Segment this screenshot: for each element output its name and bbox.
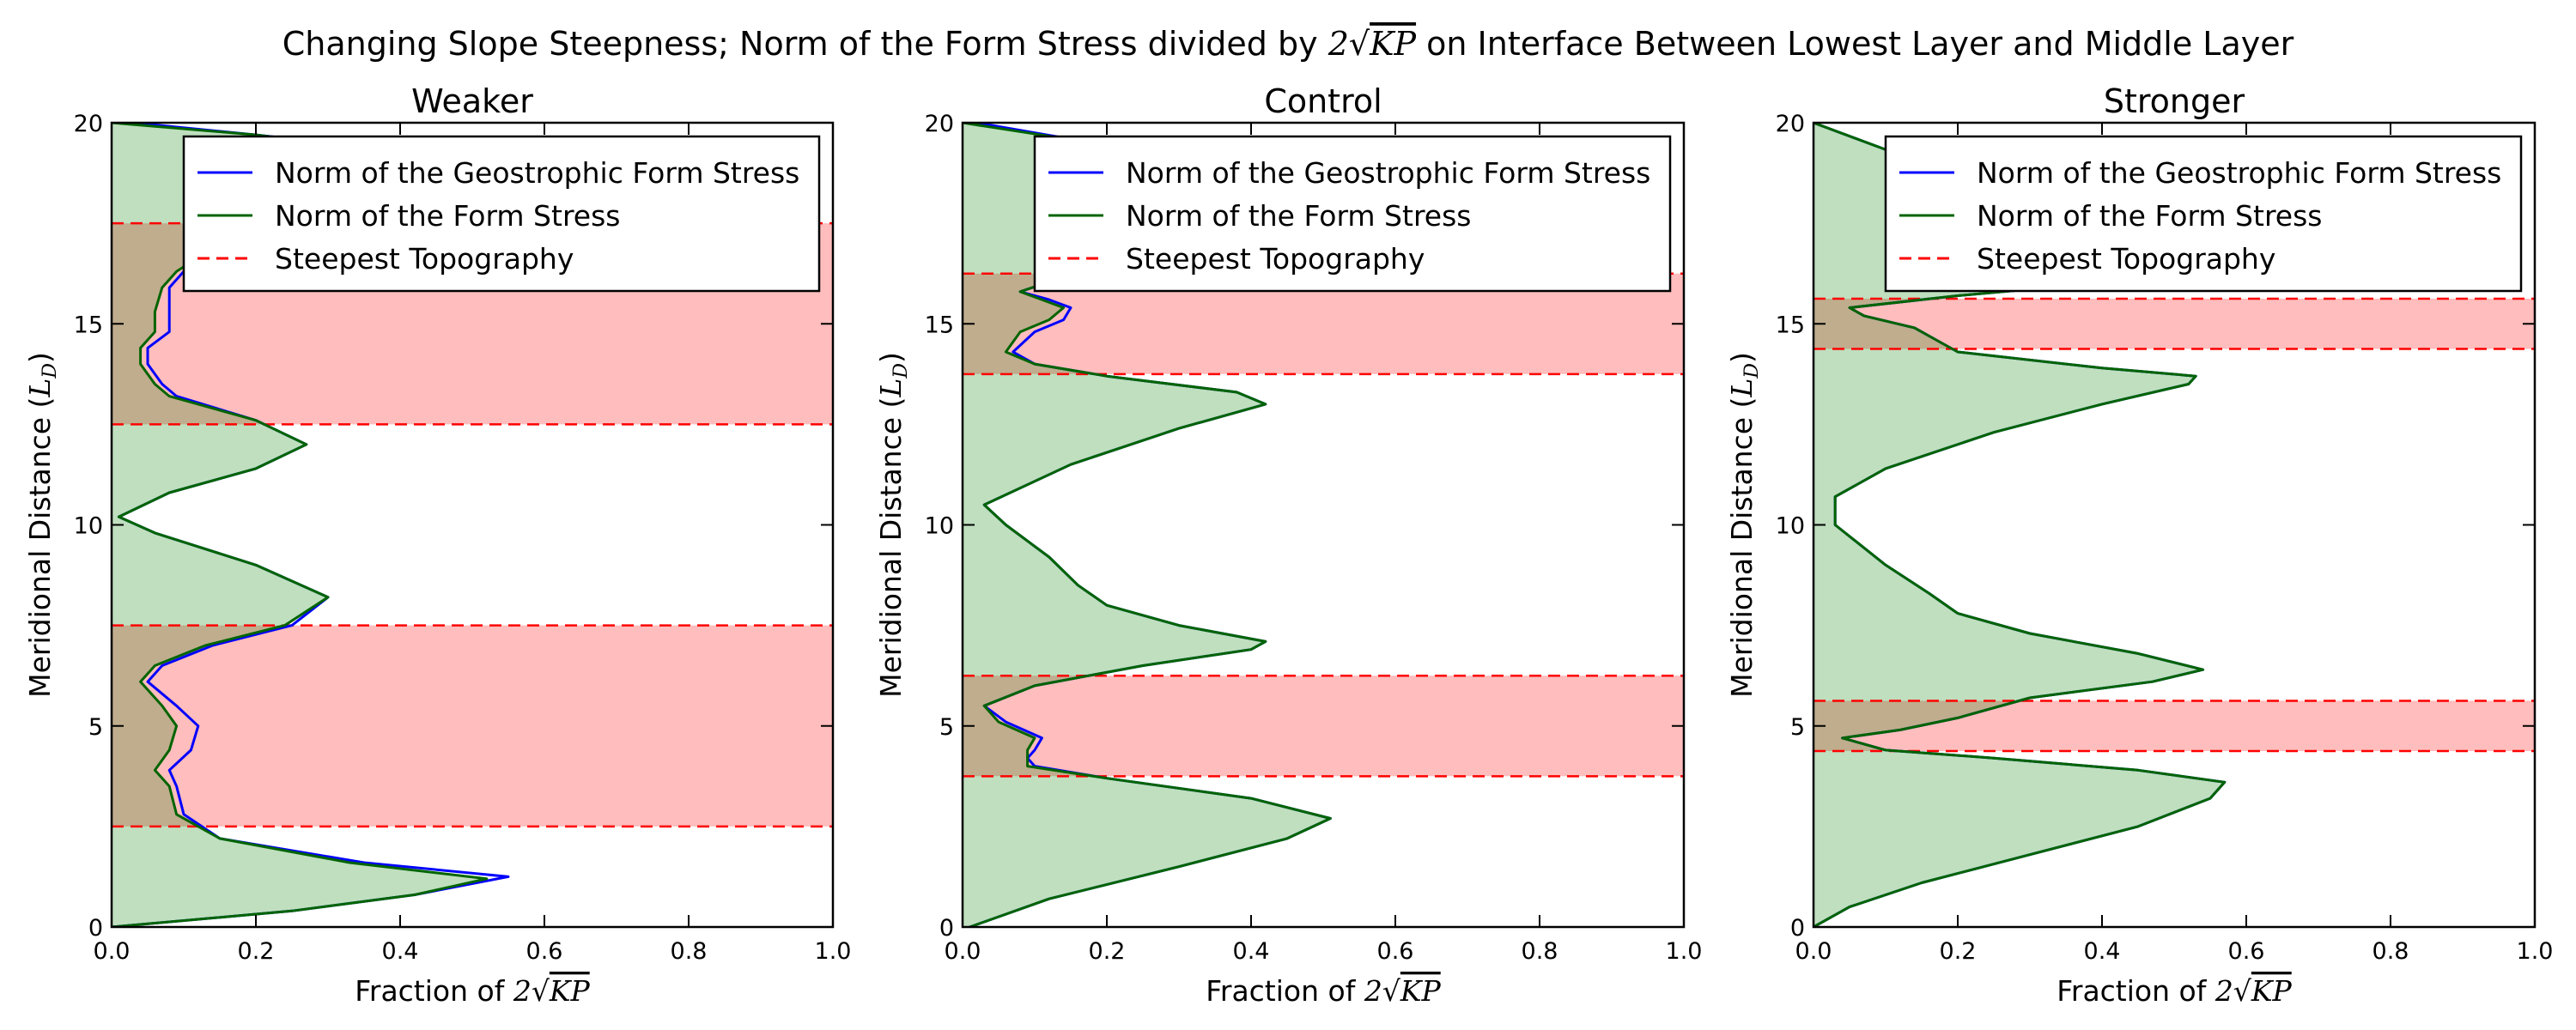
figure-title-prefix: Changing Slope Steepness; Norm of the Fo… xyxy=(283,25,1328,63)
figure-title: Changing Slope Steepness; Norm of the Fo… xyxy=(283,25,2294,63)
steep-band xyxy=(963,676,1684,777)
y-axis-label-math: L xyxy=(1725,379,1759,398)
legend-label: Steepest Topography xyxy=(275,242,574,276)
x-tick-label: 0.6 xyxy=(526,938,563,965)
legend-box xyxy=(1033,135,1672,293)
x-axis-label-radicand: KP xyxy=(2251,974,2293,1008)
steep-band xyxy=(1814,298,2535,349)
sqrt-symbol: √ xyxy=(1349,25,1370,63)
y-axis-label: Meridional Distance (LD) xyxy=(874,352,912,698)
y-tick-label: 5 xyxy=(1790,714,1805,741)
y-tick-label: 15 xyxy=(74,312,103,338)
legend-box xyxy=(182,135,821,293)
x-tick-label: 0.0 xyxy=(94,938,131,965)
y-axis-label-prefix: Meridional Distance ( xyxy=(1725,397,1759,698)
x-axis-label-prefix: Fraction of xyxy=(1206,974,1364,1008)
panel-weaker: 0.0 0.2 0.4 0.6 0.8 1.0 0 5 10 15 20 Weaker Fraction… xyxy=(23,82,851,1008)
sqrt-symbol: √ xyxy=(1382,974,1401,1008)
steep-band xyxy=(1814,700,2535,752)
y-axis-label-math: L xyxy=(874,379,908,398)
figure-title-radicand: KP xyxy=(1369,25,1417,63)
x-axis-label: Fraction of 2√KP xyxy=(2057,974,2292,1008)
legend-label: Norm of the Form Stress xyxy=(1126,199,1471,233)
y-axis-label-math: L xyxy=(23,379,57,398)
y-axis-label-suffix: ) xyxy=(874,352,908,363)
y-tick-label: 20 xyxy=(925,111,954,137)
x-axis-label: Fraction of 2√KP xyxy=(355,974,590,1008)
x-axis-label-prefix: Fraction of xyxy=(355,974,513,1008)
legend: Norm of the Geostrophic Form Stress Norm … xyxy=(182,135,821,293)
panel-control: 0.0 0.2 0.4 0.6 0.8 1.0 0 5 10 15 20 Control Fractio… xyxy=(874,82,1702,1008)
x-tick-label: 0.8 xyxy=(2372,938,2409,965)
x-axis-label-coef: 2 xyxy=(1364,974,1382,1008)
y-axis-label-prefix: Meridional Distance ( xyxy=(874,397,908,698)
sqrt-symbol: √ xyxy=(532,974,550,1008)
x-axis-label: Fraction of 2√KP xyxy=(1206,974,1441,1008)
y-axis-label-suffix: ) xyxy=(23,352,57,363)
legend-label: Norm of the Geostrophic Form Stress xyxy=(275,156,799,190)
y-tick-label: 0 xyxy=(939,915,954,942)
panel-title: Stronger xyxy=(2104,82,2245,120)
legend: Norm of the Geostrophic Form Stress Norm … xyxy=(1033,135,1672,293)
y-axis-label-sub: D xyxy=(39,363,61,379)
form-stress-area xyxy=(112,123,487,927)
legend-label: Norm of the Form Stress xyxy=(1977,199,2322,233)
y-tick-label: 20 xyxy=(74,111,103,137)
plot-area xyxy=(1814,123,2535,927)
x-tick-label: 0.2 xyxy=(1089,938,1126,965)
y-tick-label: 20 xyxy=(1776,111,1805,137)
x-tick-label: 0.4 xyxy=(382,938,419,965)
x-axis-label-coef: 2 xyxy=(2215,974,2233,1008)
x-tick-label: 1.0 xyxy=(2517,938,2554,965)
legend-label: Norm of the Form Stress xyxy=(275,199,620,233)
x-tick-label: 1.0 xyxy=(1666,938,1703,965)
x-tick-label: 0.6 xyxy=(1377,938,1414,965)
form-stress-area xyxy=(963,123,1331,927)
legend-label: Steepest Topography xyxy=(1977,242,2275,276)
y-tick-label: 0 xyxy=(88,915,103,942)
panel-title: Weaker xyxy=(411,82,533,120)
steep-band xyxy=(112,625,833,827)
y-tick-label: 0 xyxy=(1790,915,1805,942)
legend-label: Steepest Topography xyxy=(1126,242,1425,276)
y-axis-label-sub: D xyxy=(890,363,912,379)
x-axis-label-prefix: Fraction of xyxy=(2057,974,2215,1008)
y-tick-label: 5 xyxy=(88,714,103,741)
x-tick-label: 0.0 xyxy=(945,938,981,965)
x-axis-label-radicand: KP xyxy=(1400,974,1442,1008)
x-tick-label: 0.8 xyxy=(671,938,708,965)
x-tick-label: 0.8 xyxy=(1522,938,1558,965)
y-tick-label: 15 xyxy=(1776,312,1805,338)
y-tick-label: 5 xyxy=(939,714,954,741)
panel-stronger: 0.0 0.2 0.4 0.6 0.8 1.0 0 5 10 15 20 Stronger Fracti… xyxy=(1725,82,2553,1008)
x-tick-label: 0.2 xyxy=(1940,938,1977,965)
x-tick-label: 1.0 xyxy=(815,938,852,965)
y-tick-label: 10 xyxy=(1776,513,1805,540)
legend: Norm of the Geostrophic Form Stress Norm … xyxy=(1884,135,2523,293)
figure-title-suffix: on Interface Between Lowest Layer and Mi… xyxy=(1416,25,2294,63)
x-axis-label-radicand: KP xyxy=(549,974,591,1008)
y-tick-label: 10 xyxy=(74,513,103,540)
x-tick-label: 0.0 xyxy=(1795,938,1832,965)
y-axis-label: Meridional Distance (LD) xyxy=(1725,352,1763,698)
figure-title-coef: 2 xyxy=(1327,25,1349,63)
legend-label: Norm of the Geostrophic Form Stress xyxy=(1977,156,2501,190)
x-axis-label-coef: 2 xyxy=(513,974,532,1008)
y-axis-label-suffix: ) xyxy=(1725,352,1759,363)
y-axis-label: Meridional Distance (LD) xyxy=(23,352,61,698)
legend-label: Norm of the Geostrophic Form Stress xyxy=(1126,156,1650,190)
legend-box xyxy=(1884,135,2523,293)
form-stress-line xyxy=(1814,123,2233,927)
x-tick-label: 0.6 xyxy=(2228,938,2265,965)
panel-title: Control xyxy=(1264,82,1382,120)
x-tick-label: 0.4 xyxy=(2084,938,2121,965)
x-tick-label: 0.2 xyxy=(238,938,275,965)
sqrt-symbol: √ xyxy=(2233,974,2252,1008)
y-tick-label: 15 xyxy=(925,312,954,338)
y-tick-label: 10 xyxy=(925,513,954,540)
y-axis-label-prefix: Meridional Distance ( xyxy=(23,397,57,698)
y-axis-label-sub: D xyxy=(1741,363,1763,379)
x-tick-label: 0.4 xyxy=(1233,938,1270,965)
